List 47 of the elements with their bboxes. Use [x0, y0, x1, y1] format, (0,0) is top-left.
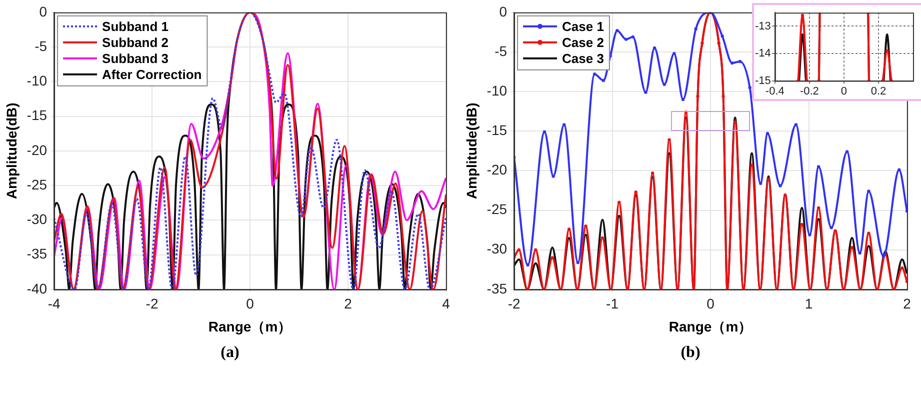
x-tick-label: 4 — [442, 296, 450, 312]
y-tick-label: -35 — [486, 280, 508, 296]
text: (b) — [680, 344, 702, 362]
y-tick-label: -15 — [26, 107, 48, 124]
y-tick-label: -10 — [486, 82, 508, 98]
x-tick-label: 2 — [344, 296, 352, 312]
legend-label: Subband 3 — [102, 50, 168, 66]
x-tick-label: 0 — [246, 296, 254, 312]
y-axis-title: Amplitude(dB) — [3, 102, 20, 200]
legend-label: Subband 2 — [102, 34, 168, 50]
text: (a) — [220, 344, 240, 362]
legend-label: After Correction — [102, 66, 202, 82]
y-tick-label: -40 — [26, 280, 48, 296]
y-tick-label: -10 — [26, 72, 48, 89]
y-tick-label: -13 — [754, 20, 771, 32]
legend-label: Case 1 — [562, 18, 604, 34]
y-tick-label: -15 — [754, 74, 771, 87]
legend-label: Case 3 — [562, 50, 604, 66]
y-tick-label: -15 — [486, 122, 508, 138]
y-axis-title: Amplitude(dB) — [463, 102, 480, 200]
x-tick-label: 0 — [706, 296, 715, 312]
y-tick-label: -30 — [486, 240, 508, 257]
y-tick-label: 0 — [499, 3, 508, 20]
y-tick-label: -5 — [494, 42, 508, 59]
y-tick-label: -25 — [26, 176, 48, 192]
x-tick-label: 0 — [840, 85, 848, 98]
x-tick-label: -0.2 — [800, 85, 819, 98]
x-tick-label: 1 — [804, 296, 813, 312]
x-tick-label: -4 — [48, 296, 60, 312]
x-tick-label: -2 — [508, 296, 520, 312]
y-tick-label: -25 — [486, 201, 508, 218]
legend-label: Subband 1 — [102, 18, 168, 34]
y-tick-label: -35 — [26, 246, 48, 262]
x-tick-label: -1 — [606, 296, 619, 312]
y-tick-label: -14 — [754, 48, 771, 60]
x-tick-label: -0.4 — [765, 85, 784, 98]
x-tick-label: -2 — [146, 296, 158, 312]
y-tick-label: -20 — [26, 142, 48, 158]
legend-label: Case 2 — [562, 34, 604, 50]
x-axis-title: Range（m） — [208, 318, 292, 334]
y-tick-label: 0 — [39, 3, 48, 20]
x-axis-title: Range（m） — [668, 318, 752, 334]
x-tick-label: 2 — [903, 296, 912, 312]
y-tick-label: -20 — [486, 162, 508, 178]
y-tick-label: -5 — [34, 38, 48, 54]
y-tick-label: -30 — [26, 211, 48, 228]
x-tick-label: 0.2 — [870, 85, 886, 98]
